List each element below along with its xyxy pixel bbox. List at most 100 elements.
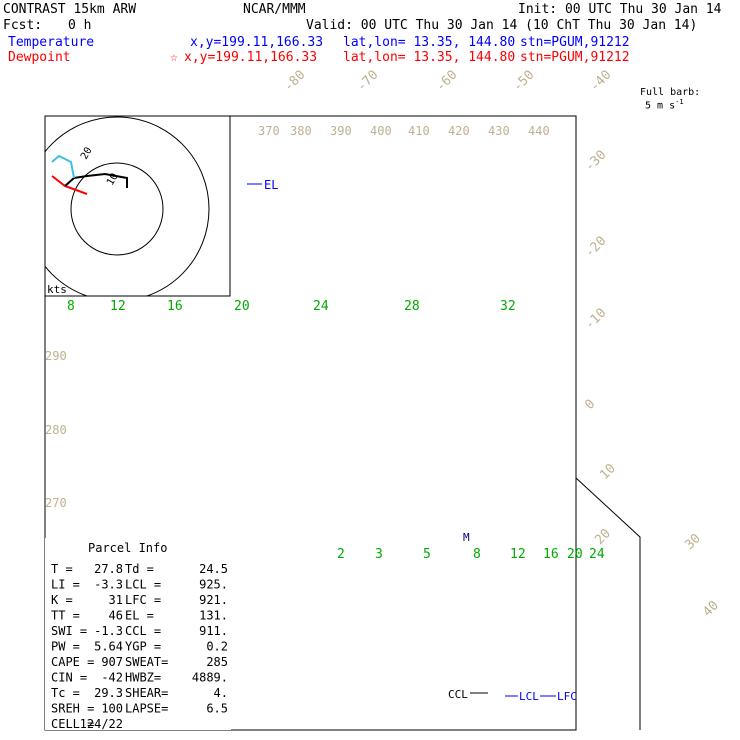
parcel-value: 31 xyxy=(109,593,123,607)
mixing-ratio-label: 24 xyxy=(589,547,605,562)
parcel-value-2: 285 xyxy=(206,655,228,669)
mixing-ratio-label: 8 xyxy=(473,547,481,562)
parcel-value: 124/22 xyxy=(80,717,123,731)
parcel-value: -42 xyxy=(101,671,123,685)
legend-dewpoint-stn: stn=PGUM,91212 xyxy=(520,50,630,65)
parcel-key-2: SWEAT= xyxy=(125,655,168,669)
legend-temperature-latlon: lat,lon= 13.35, 144.80 xyxy=(343,35,516,50)
parcel-key: PW = xyxy=(51,640,80,654)
parcel-title: Parcel Info xyxy=(88,541,167,555)
level-markers: EL CCL LCL LFC M xyxy=(247,178,577,703)
parcel-key: TT = xyxy=(51,609,80,623)
legend-dewpoint-latlon: lat,lon= 13.35, 144.80 xyxy=(343,50,516,65)
legend-dewpoint-coords: x,y=199.11,166.33 xyxy=(184,50,318,65)
hodo-frame xyxy=(44,115,231,297)
parcel-key-2: LFC = xyxy=(125,593,161,607)
parcel-box xyxy=(45,538,231,730)
hodo-trace-mid xyxy=(64,172,128,188)
theta-label: 430 xyxy=(488,124,510,138)
theta-e-label: 28 xyxy=(404,299,420,314)
parcel-info: Parcel Info T = 27.8 Td = 24.5 LI = -3.3 LCL = 9… xyxy=(45,538,231,731)
fcst-label: Fcst: xyxy=(3,18,43,33)
plot-frame xyxy=(44,115,577,731)
theta-low-label: 290 xyxy=(45,349,67,363)
isotherm-label: -30 xyxy=(582,148,609,175)
parcel-key-2: LCL = xyxy=(125,578,161,592)
parcel-value-2: 911. xyxy=(199,624,228,638)
mixing-ratio-label: 16 xyxy=(543,547,559,562)
parcel-value: 100 xyxy=(101,702,123,716)
isotherm-label: 30 xyxy=(682,531,704,553)
lfc-label: LFC xyxy=(557,690,577,703)
isotherm-label: -50 xyxy=(510,68,537,95)
theta-label: 390 xyxy=(330,124,352,138)
parcel-key: SREH = xyxy=(51,702,94,716)
parcel-key-2: LAPSE= xyxy=(125,702,168,716)
theta-label: 400 xyxy=(370,124,392,138)
parcel-key: SWI = xyxy=(51,624,87,638)
init-time: Init: 00 UTC Thu 30 Jan 14 xyxy=(518,2,722,17)
fcst-value: 0 h xyxy=(68,18,92,33)
frame-layer xyxy=(44,115,641,731)
legend-dewpoint-name: Dewpoint xyxy=(8,50,71,65)
parcel-value: 46 xyxy=(109,609,123,623)
barb-unit-exp: -1 xyxy=(675,98,684,106)
parcel-value-2: 131. xyxy=(199,609,228,623)
parcel-key: CELL = xyxy=(51,717,94,731)
parcel-value: -1.3 xyxy=(94,624,123,638)
theta-e-label: 24 xyxy=(313,299,329,314)
mixing-ratio-label: 5 xyxy=(423,547,431,562)
parcel-value-2: 921. xyxy=(199,593,228,607)
parcel-key: CAPE = xyxy=(51,655,94,669)
legend-temperature-stn: stn=PGUM,91212 xyxy=(520,35,630,50)
legend-temperature-coords: x,y=199.11,166.33 xyxy=(190,35,324,50)
isotherm-label: -40 xyxy=(587,68,614,95)
valid-time: Valid: 00 UTC Thu 30 Jan 14 (10 ChT Thu … xyxy=(306,18,698,33)
theta-label: 380 xyxy=(290,124,312,138)
barb-title: Full barb: xyxy=(640,87,701,98)
parcel-value: 29.3 xyxy=(94,686,123,700)
parcel-value-2: 0.2 xyxy=(206,640,228,654)
el-label: EL xyxy=(264,178,278,192)
model-title: CONTRAST 15km ARW xyxy=(3,2,137,17)
parcel-value-2: 6.5 xyxy=(206,702,228,716)
parcel-key-2: EL = xyxy=(125,609,154,623)
parcel-key-2: SHEAR= xyxy=(125,686,168,700)
parcel-key-2: HWBZ= xyxy=(125,671,161,685)
hodo-ring-20 xyxy=(45,116,210,296)
isotherm-label: -70 xyxy=(354,68,381,95)
mixing-ratio-label: 2 xyxy=(337,547,345,562)
isotherm-label: -20 xyxy=(582,234,609,261)
parcel-value-2: 4889. xyxy=(192,671,228,685)
legend-temperature-name: Temperature xyxy=(8,35,95,50)
mixing-ratio-label: 12 xyxy=(510,547,526,562)
theta-e-label: 32 xyxy=(500,299,516,314)
parcel-value-2: 24.5 xyxy=(199,562,228,576)
theta-e-label: 8 xyxy=(67,299,75,314)
parcel-value-2: 4. xyxy=(214,686,228,700)
theta-e-label: 16 xyxy=(167,299,183,314)
hodo-units-label: kts xyxy=(47,283,67,296)
ccl-label: CCL xyxy=(448,688,468,701)
parcel-key-2: CCL = xyxy=(125,624,161,638)
isotherm-label: 40 xyxy=(700,598,722,620)
hodo-ring-10 xyxy=(70,162,164,256)
parcel-key: CIN = xyxy=(51,671,87,685)
isotherm-label: 10 xyxy=(597,461,619,483)
theta-e-label: 20 xyxy=(234,299,250,314)
hodo-ring-label: 20 xyxy=(79,146,95,162)
parcel-key: Tc = xyxy=(51,686,80,700)
legend-dewpoint-marker: ☆ xyxy=(170,50,178,65)
org-label: NCAR/MMM xyxy=(243,2,306,17)
parcel-key-2: Td = xyxy=(125,562,154,576)
barb-unit: 5 m s-1 xyxy=(645,95,684,113)
barb-panel-edge xyxy=(575,477,641,730)
isotherm-label: -10 xyxy=(582,306,609,333)
barb-unit-text: 5 m s xyxy=(645,100,676,112)
parcel-value: 907 xyxy=(101,655,123,669)
mixing-ratio-label: 20 xyxy=(567,547,583,562)
label-layer: 1002003004005006007008009001000-80-70-60… xyxy=(45,68,722,620)
parcel-value: -3.3 xyxy=(94,578,123,592)
theta-low-label: 270 xyxy=(45,496,67,510)
